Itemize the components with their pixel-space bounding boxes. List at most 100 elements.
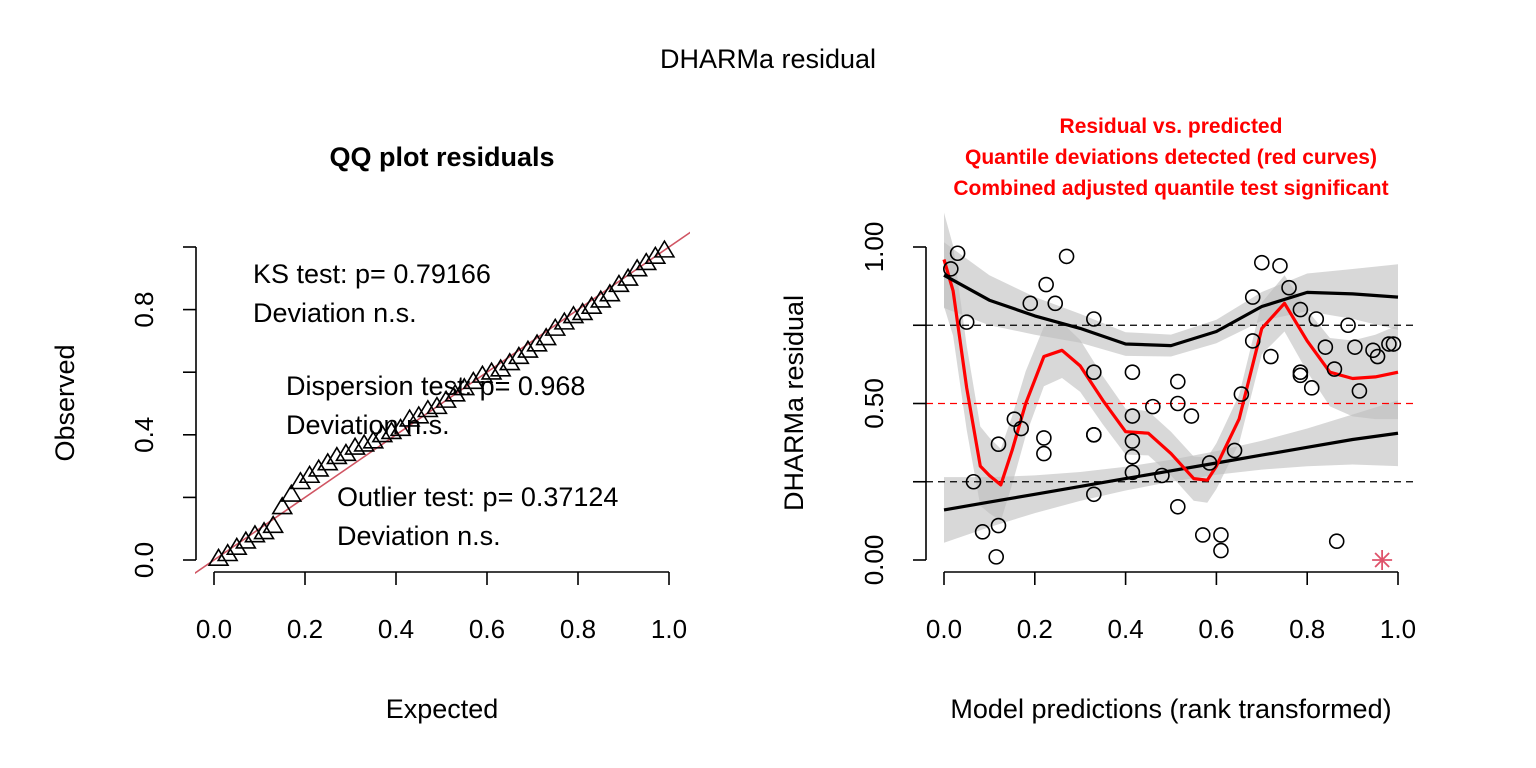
qq-x-tick-label: 0.0 <box>196 614 232 644</box>
residual-x-tick-label: 0.6 <box>1198 614 1234 644</box>
qq-point <box>416 399 439 418</box>
quantile-band <box>944 212 1398 521</box>
qq-y-tick-label: 0.0 <box>129 542 159 578</box>
residual-point <box>990 436 1007 452</box>
residual-vs-predicted-panel: Residual vs. predicted Quantile deviatio… <box>779 115 1416 724</box>
qq-point <box>626 258 649 277</box>
qq-point <box>435 389 457 408</box>
dispersion-test-deviation: Deviation n.s. <box>286 410 450 440</box>
residual-y-tick-label: 0.50 <box>859 378 889 429</box>
qq-x-tick-label: 0.6 <box>469 614 505 644</box>
residual-point <box>949 245 966 262</box>
qq-point <box>507 345 530 365</box>
residual-point <box>1244 289 1261 305</box>
residual-point <box>1254 254 1270 271</box>
residual-point <box>1194 527 1211 543</box>
residual-point <box>1036 445 1052 462</box>
qq-point <box>407 405 430 424</box>
residual-points <box>943 245 1402 565</box>
residual-x-tick-label: 1.0 <box>1380 614 1416 644</box>
residual-point <box>1058 248 1075 265</box>
residual-xlabel: Model predictions (rank transformed) <box>950 694 1391 724</box>
residual-point <box>990 517 1007 534</box>
residual-point <box>1292 364 1309 381</box>
qq-point <box>289 471 312 490</box>
qq-point <box>325 446 348 465</box>
residual-point <box>1351 383 1368 399</box>
qq-point <box>362 430 385 449</box>
qq-point <box>298 464 321 484</box>
qq-point <box>380 421 403 440</box>
residual-point <box>1022 295 1039 312</box>
qq-point <box>571 302 594 321</box>
qq-point <box>307 458 330 477</box>
qq-point <box>244 524 266 543</box>
residual-point <box>1124 464 1141 481</box>
qq-point <box>480 361 503 380</box>
residual-title-line-2: Quantile deviations detected (red curves… <box>965 146 1377 169</box>
qq-plot-axes: 0.0 0.2 0.4 0.6 0.8 1.0 0.0 0.4 0.8 <box>129 246 687 644</box>
residual-point <box>1303 380 1320 396</box>
residual-point <box>1170 395 1186 412</box>
quantile-band <box>944 242 1398 357</box>
outlier-points <box>1372 550 1393 570</box>
residual-point <box>1233 386 1250 402</box>
residual-point <box>1170 373 1186 390</box>
residual-x-tick-label: 0.0 <box>926 614 962 644</box>
residual-point <box>1292 367 1309 384</box>
residual-point <box>1317 339 1334 355</box>
qq-point <box>462 371 485 390</box>
qq-point <box>526 333 548 352</box>
ks-test-label: KS test: p= 0.79166 <box>253 259 491 289</box>
qq-x-tick-label: 0.2 <box>287 614 323 644</box>
qq-y-tick-label: 0.4 <box>129 417 159 453</box>
residual-x-tick-label: 0.4 <box>1108 614 1144 644</box>
qq-point <box>562 305 585 324</box>
qq-point <box>234 530 257 549</box>
residual-point <box>1213 527 1229 543</box>
residual-point <box>974 524 991 540</box>
qq-point <box>598 283 621 302</box>
residual-y-tick-label: 1.00 <box>859 222 889 273</box>
qq-plot-title: QQ plot residuals <box>329 142 554 172</box>
qq-point <box>207 547 230 566</box>
residual-point <box>1124 364 1141 381</box>
qq-point <box>535 327 558 346</box>
residual-point <box>1183 408 1200 424</box>
qq-point <box>489 358 512 377</box>
outlier-point <box>1372 550 1393 570</box>
qq-points <box>207 239 676 566</box>
residual-point <box>1347 339 1363 355</box>
qq-point <box>271 496 294 515</box>
qq-x-tick-label: 1.0 <box>651 614 687 644</box>
residual-point <box>1226 442 1243 459</box>
residual-title-line-3: Combined adjusted quantile test signific… <box>953 177 1388 200</box>
residual-point <box>1145 398 1161 415</box>
ks-test-deviation: Deviation n.s. <box>253 298 417 328</box>
residual-point <box>958 314 975 330</box>
qq-point <box>398 408 421 427</box>
residual-title-line-1: Residual vs. predicted <box>1060 115 1283 138</box>
quantile-curve <box>942 259 1399 487</box>
qq-x-tick-label: 0.4 <box>378 614 414 644</box>
qq-xlabel: Expected <box>386 694 499 724</box>
residual-point <box>1292 301 1309 318</box>
qq-point <box>389 417 412 437</box>
residual-point <box>1272 257 1288 274</box>
residual-point <box>1086 426 1102 443</box>
qq-point <box>517 339 539 358</box>
outlier-test-deviation: Deviation n.s. <box>337 521 501 551</box>
qq-point <box>471 364 494 383</box>
qq-point <box>444 383 467 402</box>
residual-x-tick-label: 0.8 <box>1289 614 1325 644</box>
qq-point <box>544 317 567 336</box>
residual-point <box>1013 420 1029 437</box>
residual-point <box>1201 455 1218 471</box>
qq-point <box>335 443 357 462</box>
residual-point <box>1244 333 1261 349</box>
qq-point <box>589 289 612 308</box>
qq-point <box>553 311 576 330</box>
qq-point <box>280 483 303 502</box>
qq-point <box>344 436 366 455</box>
